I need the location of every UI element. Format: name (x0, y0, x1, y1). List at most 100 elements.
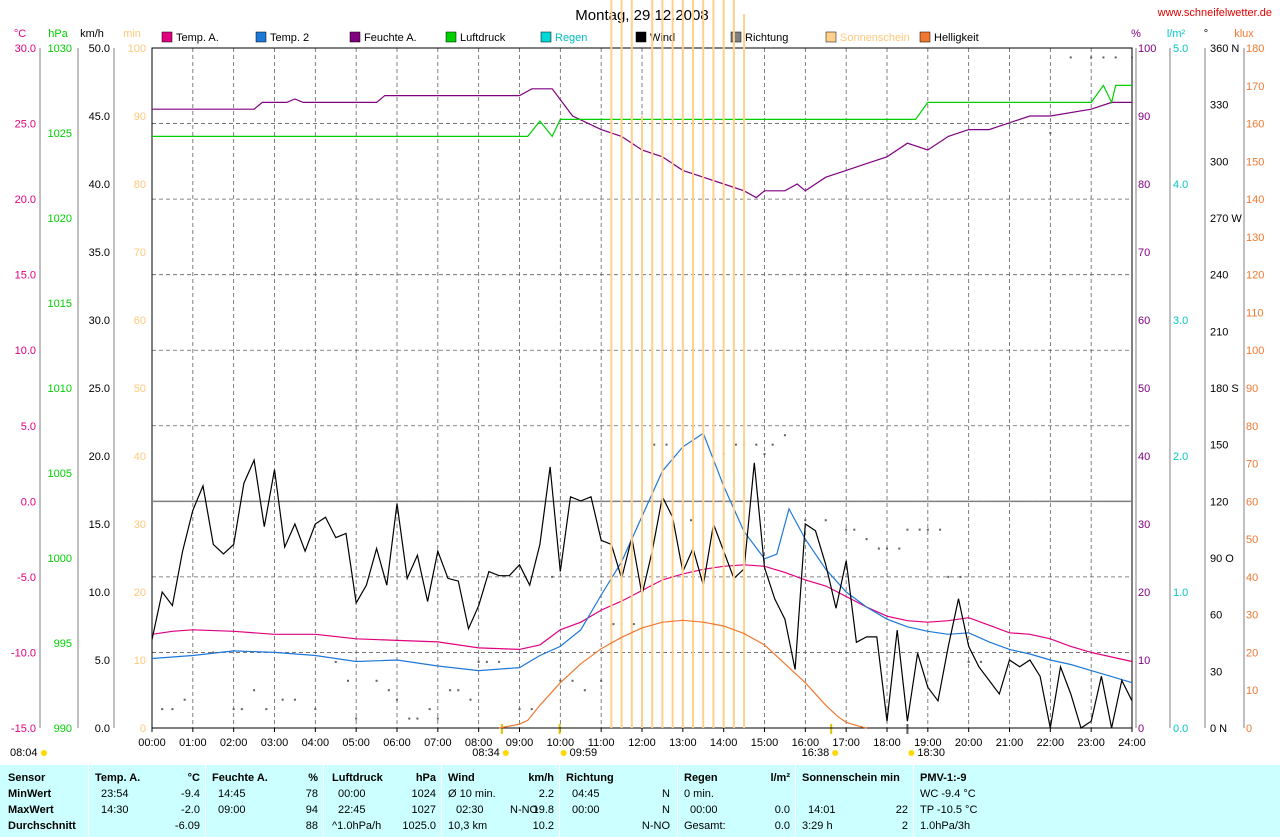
statistics-panel: Sensor MinWert MaxWert Durchschnitt Temp… (0, 765, 1280, 837)
x-axis-tick-label: 21:00 (996, 737, 1024, 749)
x-axis-tick-label: 23:00 (1077, 737, 1105, 749)
legend-swatch (635, 31, 647, 43)
direction-point (959, 575, 962, 578)
axis-tick-label: 1020 (48, 213, 72, 225)
direction-point (1090, 56, 1093, 59)
legend-label: Luftdruck (460, 32, 506, 44)
axis-tick-label: 10.0 (89, 587, 110, 599)
direction-point (183, 698, 186, 701)
stats-direction-min-time: 04:45 (572, 788, 600, 800)
direction-point (853, 528, 856, 531)
series-sunshine (610, 0, 746, 728)
axis-tick-label: 40 (1246, 572, 1258, 584)
axis-tick-label: 150 (1210, 440, 1228, 452)
legend-swatch (730, 31, 742, 43)
legend-label: Temp. 2 (270, 32, 309, 44)
axis-tick-label: 30 (1246, 610, 1258, 622)
axis-tick-label: 20 (1246, 647, 1258, 659)
axis-tick-label: 4.0 (1173, 179, 1188, 191)
axis-tick-label: 60 (1210, 610, 1222, 622)
axis-tick-label: 30.0 (89, 315, 110, 327)
direction-point (469, 698, 472, 701)
plot-area (151, 0, 1133, 729)
axis-unit-label: km/h (80, 28, 104, 40)
direction-point (314, 708, 317, 711)
direction-point (653, 443, 656, 446)
legend-label: Temp. A. (176, 32, 219, 44)
direction-point (763, 453, 766, 456)
marker-label: 16:38 (802, 747, 830, 759)
axis-tick-label: 10 (1246, 685, 1258, 697)
stats-pressure-min-time: 00:00 (338, 788, 366, 800)
legend-label: Sonnenschein (840, 32, 910, 44)
x-axis-tick-label: 09:00 (506, 737, 534, 749)
axis-tick-label: 80 (134, 179, 146, 191)
x-axis: 00:00 01:00 02:00 03:00 04:00 05:00 06:00 07:00… (138, 728, 1146, 749)
direction-point (171, 708, 174, 711)
stats-sunshine-avg-value: 2 (901, 820, 908, 832)
direction-point (804, 519, 807, 522)
x-axis-tick-label: 00:00 (138, 737, 166, 749)
axis-tick-label: 5.0 (1173, 43, 1188, 55)
x-axis-tick-label: 03:00 (261, 737, 289, 749)
stats-humidity-min-value: 78 (305, 788, 318, 800)
x-axis-tick-label: 14:00 (710, 737, 738, 749)
axis-tick-label: 90 (134, 111, 146, 123)
direction-point (436, 717, 439, 720)
axis-tick-label: 10 (134, 655, 146, 667)
axis-tick-label: 10 (1138, 655, 1150, 667)
direction-point (518, 708, 521, 711)
axis-tick-label: 0.0 (1173, 723, 1188, 735)
axis-tick-label: 0 (1138, 723, 1144, 735)
axis-tick-label: 0 N (1210, 723, 1227, 735)
marker-label: 08:04 (10, 747, 38, 759)
axis-tick-label: 20 (1138, 587, 1150, 599)
axis-tick-label: 80 (1246, 421, 1258, 433)
axis-tick-label: 90 O (1210, 553, 1234, 565)
marker-label: 09:59 (570, 747, 598, 759)
direction-point (347, 679, 349, 682)
axis-tick-label: 0.0 (21, 496, 36, 508)
legend-swatch (445, 31, 457, 43)
direction-point (967, 660, 970, 663)
axis-tick-label: 990 (54, 723, 72, 735)
axis-tick-label: 110 (1246, 307, 1264, 319)
direction-point (498, 660, 501, 663)
direction-point (783, 434, 786, 437)
direction-point (477, 660, 480, 663)
stats-direction-min-value: N (662, 788, 670, 800)
axis-tick-label: -10.0 (11, 647, 36, 659)
axis-tick-label: 15.0 (15, 270, 36, 282)
direction-point (877, 547, 880, 550)
stats-rain-max-value: 0.0 (774, 804, 790, 816)
axis-tick-label: 300 (1210, 156, 1228, 168)
axis-tick-label: 70 (134, 247, 146, 259)
axis-tick-label: 1010 (48, 383, 72, 395)
axis-tick-label: 30.0 (15, 43, 36, 55)
axis-tick-label: 25.0 (15, 119, 36, 131)
chart-title: Montag, 29.12.2008 (575, 7, 708, 24)
direction-point (375, 679, 378, 682)
stats-wind-avg10-value: 2.2 (538, 788, 554, 800)
stats-rain-unit: l/m² (770, 772, 790, 784)
x-axis-tick-label: 08:00 (465, 737, 493, 749)
direction-point (265, 708, 268, 711)
legend-label: Feuchte A. (364, 32, 417, 44)
x-axis-tick-label: 18:00 (873, 737, 901, 749)
stats-pressure-max-value: 1027 (411, 804, 436, 816)
axis-tick-label: 15.0 (89, 519, 110, 531)
direction-point (906, 528, 909, 531)
x-axis-tick-label: 16:00 (792, 737, 820, 749)
axis-tick-label: 1005 (48, 468, 72, 480)
series-helligkeit (498, 619, 867, 729)
stats-humidity-min-time: 14:45 (218, 788, 246, 800)
axis-tick-label: 35.0 (89, 247, 110, 259)
stats-wind-max-time: 02:30 (456, 804, 484, 816)
axis-tick-label: 60 (1138, 315, 1150, 327)
direction-point (293, 698, 296, 701)
x-axis-tick-label: 20:00 (955, 737, 983, 749)
direction-point (771, 443, 774, 446)
series-luftdruck (152, 84, 1132, 138)
axis-tick-label: 30 (1210, 666, 1222, 678)
